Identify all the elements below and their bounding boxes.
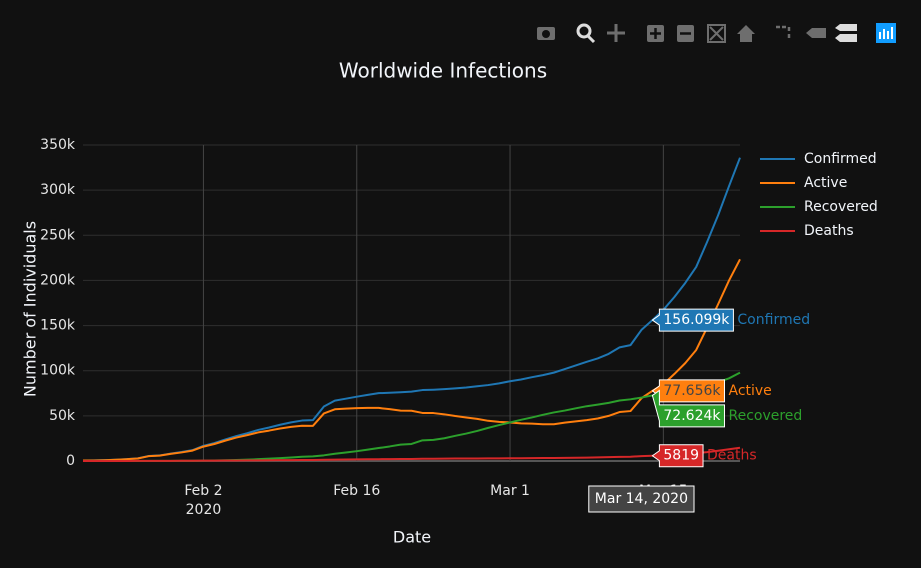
y-tick-label: 50k (49, 408, 76, 424)
hover-value: 77.656k (663, 383, 721, 399)
series-line (82, 258, 741, 462)
pan-icon[interactable] (607, 24, 625, 42)
hover-x-box (588, 485, 695, 513)
hover-box (651, 444, 704, 468)
hover-label: 5819 Deaths (651, 444, 757, 468)
legend-label: Active (804, 175, 847, 191)
spike-icon[interactable] (776, 25, 791, 38)
y-tick-label: 300k (40, 182, 76, 198)
y-tick-label: 150k (40, 318, 76, 334)
home-icon[interactable] (737, 25, 755, 42)
x-tick-year: 2020 (186, 502, 222, 518)
hover-closest-icon[interactable] (806, 28, 826, 38)
zoom-icon[interactable] (576, 23, 592, 39)
hover-x-text: Mar 14, 2020 (595, 491, 688, 507)
plus (650, 28, 661, 39)
y-tick-label: 200k (40, 272, 76, 288)
autoscale-x (709, 26, 724, 41)
x-axis-title: Date (393, 528, 431, 547)
hover-name: Recovered (728, 408, 802, 424)
y-tick-label: 350k (40, 137, 76, 153)
y-tick-label: 250k (40, 227, 76, 243)
hover-labels: 156.099k Confirmed 77.656k Active 72.624k Rec… (588, 308, 810, 513)
hover-name: Deaths (707, 448, 757, 464)
autoscale-icon[interactable] (707, 24, 726, 43)
hover-box (651, 308, 734, 332)
modebar[interactable] (537, 23, 896, 44)
grid (83, 144, 740, 462)
hover-label: 156.099k Confirmed (651, 308, 810, 332)
legend-label: Deaths (804, 223, 854, 239)
hover-label: 77.656k Active (651, 379, 772, 403)
plotly-logo-bars (879, 27, 893, 39)
hover-label: 72.624k Recovered (651, 389, 802, 428)
x-tick-label: Feb 16 (333, 483, 380, 499)
hover-value: 72.624k (663, 408, 721, 424)
hover-name: Active (728, 383, 771, 399)
hover-name: Confirmed (737, 312, 810, 328)
hover-value: 5819 (663, 448, 699, 464)
x-tick-label: Mar 1 (490, 483, 530, 499)
camera-lens (542, 30, 550, 38)
hover-value: 156.099k (663, 312, 730, 328)
legend-label: Recovered (804, 199, 878, 215)
y-axis-title: Number of Individuals (21, 221, 40, 397)
zoom-handle (586, 34, 596, 44)
chart-title: Worldwide Infections (339, 59, 547, 83)
series-line (83, 446, 741, 462)
y-tick-label: 100k (40, 363, 76, 379)
hover-x-label: Mar 14, 2020 (588, 485, 695, 513)
y-tick-label: 0 (66, 453, 75, 469)
x-tick-label: Feb 2 (184, 483, 222, 499)
legend-label: Confirmed (804, 151, 877, 167)
hover-compare-icon[interactable] (835, 24, 857, 42)
hover-box (651, 389, 725, 428)
